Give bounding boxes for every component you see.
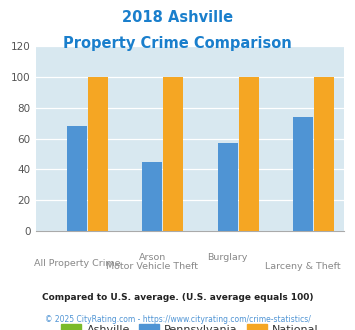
Text: 2018 Ashville: 2018 Ashville — [122, 10, 233, 25]
Text: Compared to U.S. average. (U.S. average equals 100): Compared to U.S. average. (U.S. average … — [42, 293, 313, 302]
Bar — [218, 143, 237, 231]
Text: Burglary: Burglary — [207, 252, 248, 262]
Bar — [163, 77, 184, 231]
Bar — [67, 126, 87, 231]
Text: © 2025 CityRating.com - https://www.cityrating.com/crime-statistics/: © 2025 CityRating.com - https://www.city… — [45, 315, 310, 324]
Text: Property Crime Comparison: Property Crime Comparison — [63, 36, 292, 51]
Text: All Property Crime: All Property Crime — [34, 259, 120, 268]
Bar — [293, 117, 313, 231]
Text: Motor Vehicle Theft: Motor Vehicle Theft — [106, 262, 198, 271]
Legend: Ashville, Pennsylvania, National: Ashville, Pennsylvania, National — [56, 320, 323, 330]
Bar — [88, 77, 108, 231]
Bar — [239, 77, 259, 231]
Bar — [314, 77, 334, 231]
Text: Arson: Arson — [139, 252, 166, 262]
Text: Larceny & Theft: Larceny & Theft — [265, 262, 341, 271]
Bar — [142, 162, 162, 231]
